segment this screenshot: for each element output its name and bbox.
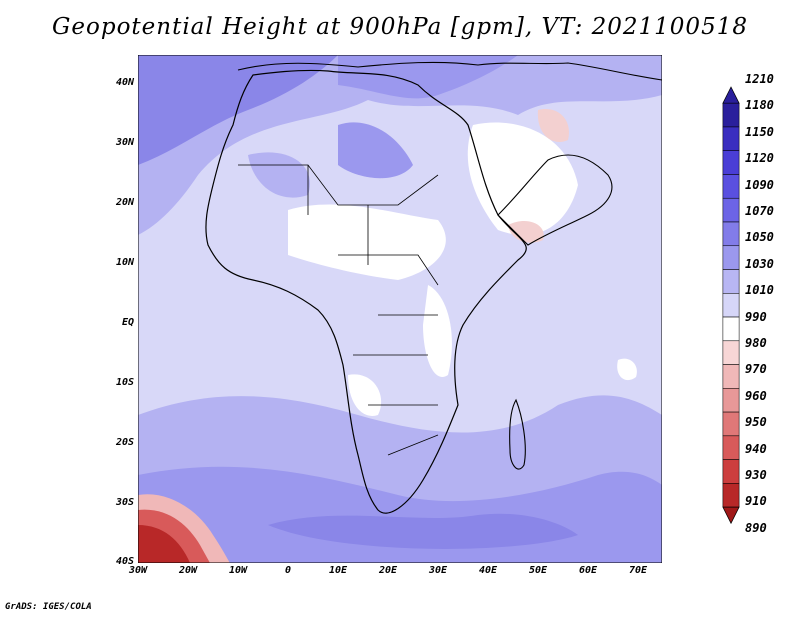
- colorbar-level-label: 890: [745, 520, 767, 535]
- chart-title: Geopotential Height at 900hPa [gpm], VT:…: [52, 14, 748, 40]
- lon-tick-label: 20E: [378, 565, 398, 576]
- colorbar-level-label: 990: [745, 309, 767, 324]
- colorbar-swatch: [722, 316, 740, 342]
- lon-tick-label: 70E: [628, 565, 648, 576]
- colorbar-level-label: 1050: [745, 230, 774, 245]
- colorbar-bottom-arrow: [722, 506, 740, 525]
- field-arabia-low: [467, 122, 578, 235]
- colorbar-swatch: [722, 340, 740, 365]
- lon-tick-label: 40E: [478, 565, 498, 576]
- coastline-europe: [237, 61, 662, 81]
- colorbar-level-label: 1180: [745, 98, 774, 113]
- lon-tick-label: 50E: [528, 565, 548, 576]
- lat-tick-label: 30N: [115, 137, 134, 148]
- field-mediterranean: [338, 55, 518, 99]
- colorbar-level-label: 1090: [745, 177, 774, 192]
- colorbar-level-label: 1120: [745, 151, 774, 166]
- colorbar-level-label: 950: [745, 415, 767, 430]
- lat-tick-label: 20N: [115, 197, 134, 208]
- country-borders: [238, 164, 439, 456]
- lat-tick-label: EQ: [121, 317, 134, 328]
- field-sahel-low: [288, 204, 446, 280]
- colorbar-swatch: [722, 197, 740, 223]
- colorbar-swatch: [722, 364, 740, 389]
- lat-tick-label: 10S: [115, 377, 134, 388]
- map-panel: 40N 30N 20N 10N EQ 10S 20S 30S 40S 30W 20W 10W 0 10E…: [116, 55, 662, 576]
- field-angola-low: [348, 374, 382, 416]
- map-plot: [138, 55, 662, 563]
- colorbar-swatch: [722, 269, 740, 294]
- lat-tick-label: 20S: [115, 437, 134, 448]
- colorbar-level-label: 1150: [745, 124, 774, 139]
- lat-tick-label: 40S: [115, 556, 134, 567]
- colorbar-level-label: 980: [745, 336, 767, 350]
- field-arabia-pink: [537, 109, 569, 142]
- colorbar-level-label: 1010: [745, 283, 774, 298]
- field-northwest-high: [138, 55, 338, 165]
- colorbar-level-label: 960: [745, 388, 767, 403]
- colorbar-level-label: 1210: [745, 72, 774, 86]
- coastline-madagascar: [509, 398, 526, 470]
- field-sahara-high: [338, 122, 413, 179]
- field-indian-ocean-low: [617, 358, 637, 381]
- colorbar-level-label: 1030: [745, 256, 774, 271]
- colorbar-swatch: [722, 459, 740, 484]
- colorbar-swatch: [722, 174, 740, 199]
- colorbar-level-label: 940: [745, 441, 767, 456]
- lon-tick-label: 30E: [428, 565, 448, 576]
- lon-tick-label: 30W: [128, 565, 148, 576]
- colorbar-swatch: [722, 126, 740, 151]
- colorbar-swatch: [722, 102, 740, 128]
- field-sw-low-core: [138, 525, 190, 563]
- field-south-core: [268, 513, 578, 549]
- lat-tick-label: 30S: [115, 497, 134, 508]
- colorbar-top-arrow: [722, 86, 740, 104]
- coastline-arabia: [497, 154, 613, 246]
- colorbar-level-label: 930: [745, 468, 767, 482]
- field-yemen-pink: [508, 220, 544, 243]
- lat-tick-label: 40N: [115, 77, 134, 88]
- field-sahara-west: [248, 152, 310, 198]
- colorbar-swatch: [722, 388, 740, 413]
- colorbar-level-label: 1070: [745, 204, 774, 218]
- lon-tick-label: 10W: [228, 565, 248, 576]
- colorbar-swatch: [722, 411, 740, 437]
- colorbar-swatch: [722, 435, 740, 460]
- colorbar-level-label: 970: [745, 362, 767, 377]
- lon-tick-label: 60E: [578, 565, 598, 576]
- colorbar: [722, 86, 740, 525]
- colorbar-level-label: 910: [745, 494, 767, 509]
- lon-tick-label: 10E: [328, 565, 348, 576]
- coastline-africa: [205, 69, 527, 514]
- lon-tick-label: 20W: [178, 565, 198, 576]
- lat-tick-label: 10N: [115, 257, 134, 268]
- colorbar-swatch: [722, 245, 740, 270]
- colorbar-swatch: [722, 221, 740, 247]
- colorbar-swatch: [722, 293, 740, 318]
- lon-tick-label: 0: [284, 565, 292, 576]
- colorbar-swatch: [722, 150, 740, 175]
- footer-credit: GrADS: IGES/COLA: [5, 602, 92, 612]
- colorbar-swatch: [722, 483, 740, 508]
- field-east-africa-low: [423, 285, 452, 377]
